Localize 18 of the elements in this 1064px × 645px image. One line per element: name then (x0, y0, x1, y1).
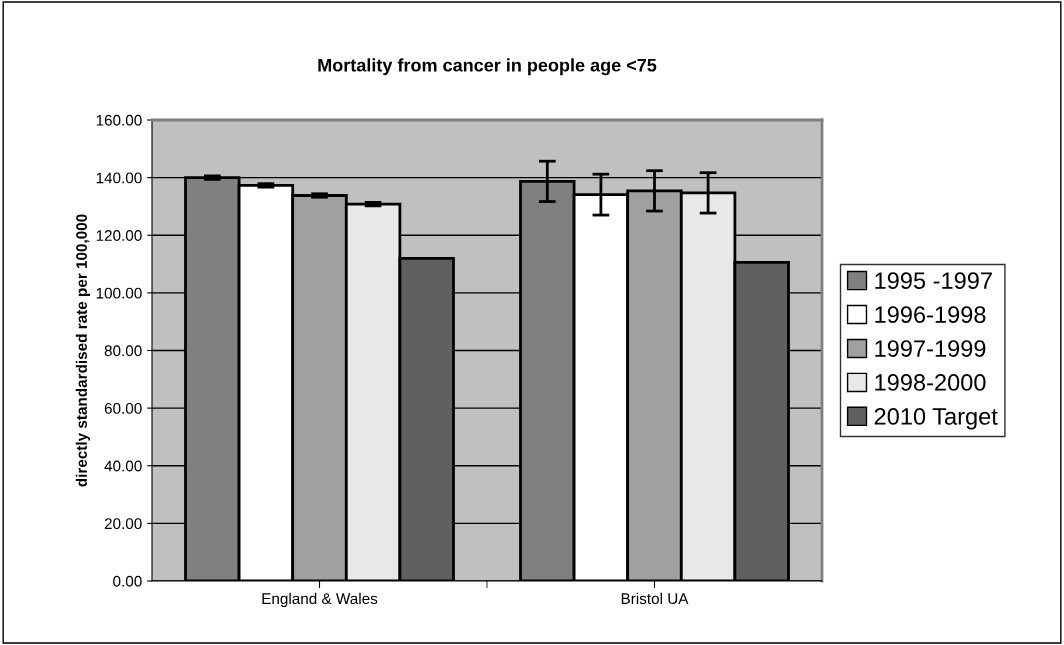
x-tick-label: Bristol UA (621, 592, 689, 605)
y-tick-label: 160.00 (96, 114, 142, 126)
y-tick-label: 0.00 (113, 575, 142, 587)
y-tick-label: 60.00 (104, 402, 142, 414)
y-tick-label: 140.00 (96, 172, 142, 184)
y-tick-label: 40.00 (104, 460, 142, 472)
y-axis-title: directly standardised rate per 100,000 (75, 214, 90, 487)
y-tick-label: 120.00 (96, 230, 142, 241)
legend-label: 2010 Target (874, 408, 998, 430)
y-tick-label: 20.00 (104, 518, 142, 530)
legend-label: 1996-1998 (875, 306, 986, 323)
x-tick-label: England & Wales (262, 592, 378, 608)
y-tick-label: 100.00 (96, 287, 142, 299)
chart-title: Mortality from cancer in people age <75 (318, 58, 657, 76)
legend-label: 1998-2000 (875, 374, 986, 391)
legend-label: 1995 -1997 (875, 272, 992, 290)
y-tick-label: 80.00 (104, 345, 142, 357)
legend-label: 1997-1999 (875, 340, 986, 357)
